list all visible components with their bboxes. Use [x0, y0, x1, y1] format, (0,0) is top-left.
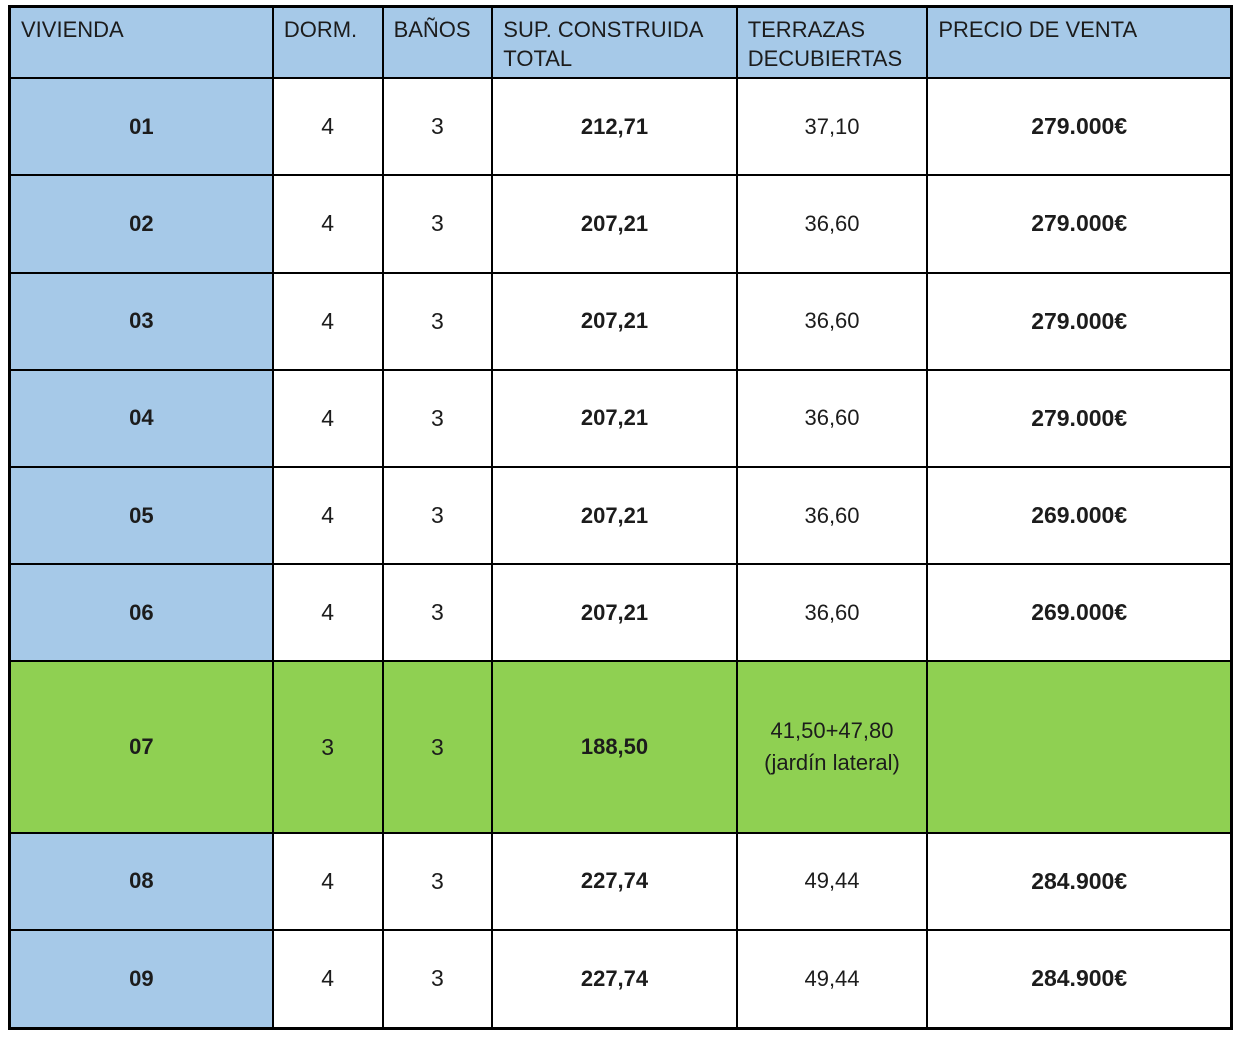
cell-banos: 3: [381, 368, 494, 469]
table-row: 09 4 3 227,74 49,44 284.900€: [8, 928, 1233, 1030]
table-row: 07 3 3 188,50 41,50+47,80 (jardín latera…: [8, 660, 1233, 834]
cell-sup-construida: 207,21: [491, 174, 738, 274]
cell-precio: 269.000€: [926, 465, 1233, 566]
table-row: 05 4 3 207,21 36,60 269.000€: [8, 465, 1233, 566]
cell-dormitorios: 4: [271, 563, 384, 663]
column-header-vivienda: VIVIENDA: [8, 5, 274, 80]
cell-terrazas: 37,10: [735, 77, 929, 177]
cell-dormitorios: 4: [271, 368, 384, 469]
cell-sup-construida: 207,21: [491, 465, 738, 566]
price-table: VIVIENDA DORM. BAÑOS SUP. CONSTRUIDA TOT…: [8, 5, 1233, 1030]
column-header-sup-construida: SUP. CONSTRUIDA TOTAL: [491, 5, 738, 80]
cell-dormitorios: 4: [271, 77, 384, 177]
table-body: 01 4 3 212,71 37,10 279.000€ 02 4 3 207,…: [8, 77, 1233, 1030]
cell-vivienda: 03: [8, 271, 274, 371]
cell-vivienda: 07: [8, 660, 274, 834]
cell-banos: 3: [381, 465, 494, 566]
cell-dormitorios: 4: [271, 465, 384, 566]
cell-banos: 3: [381, 77, 494, 177]
cell-terrazas: 49,44: [735, 928, 929, 1030]
cell-banos: 3: [381, 563, 494, 663]
cell-precio: 269.000€: [926, 563, 1233, 663]
cell-vivienda: 09: [8, 928, 274, 1030]
cell-vivienda: 05: [8, 465, 274, 566]
cell-terrazas: 36,60: [735, 465, 929, 566]
cell-terrazas: 36,60: [735, 174, 929, 274]
column-header-precio: PRECIO DE VENTA: [926, 5, 1233, 80]
cell-dormitorios: 4: [271, 831, 384, 931]
cell-vivienda: 06: [8, 563, 274, 663]
cell-terrazas: 36,60: [735, 563, 929, 663]
cell-vivienda: 02: [8, 174, 274, 274]
cell-terrazas: 41,50+47,80 (jardín lateral): [735, 660, 929, 834]
column-header-banos: BAÑOS: [381, 5, 494, 80]
cell-precio: 284.900€: [926, 831, 1233, 931]
cell-sup-construida: 227,74: [491, 928, 738, 1030]
column-header-terrazas: TERRAZAS DECUBIERTAS: [735, 5, 929, 80]
cell-sup-construida: 227,74: [491, 831, 738, 931]
cell-dormitorios: 4: [271, 174, 384, 274]
cell-dormitorios: 3: [271, 660, 384, 834]
table-row: 08 4 3 227,74 49,44 284.900€: [8, 831, 1233, 931]
header-row: VIVIENDA DORM. BAÑOS SUP. CONSTRUIDA TOT…: [8, 5, 1233, 80]
cell-precio: 279.000€: [926, 174, 1233, 274]
cell-vivienda: 08: [8, 831, 274, 931]
cell-precio: 279.000€: [926, 77, 1233, 177]
cell-banos: 3: [381, 928, 494, 1030]
cell-dormitorios: 4: [271, 928, 384, 1030]
cell-banos: 3: [381, 271, 494, 371]
cell-precio: 284.900€: [926, 928, 1233, 1030]
cell-sup-construida: 207,21: [491, 368, 738, 469]
cell-terrazas: 49,44: [735, 831, 929, 931]
table-row: 01 4 3 212,71 37,10 279.000€: [8, 77, 1233, 177]
table-row: 03 4 3 207,21 36,60 279.000€: [8, 271, 1233, 371]
column-header-dorm: DORM.: [271, 5, 384, 80]
cell-vivienda: 01: [8, 77, 274, 177]
cell-terrazas: 36,60: [735, 368, 929, 469]
table-row: 02 4 3 207,21 36,60 279.000€: [8, 174, 1233, 274]
cell-dormitorios: 4: [271, 271, 384, 371]
cell-banos: 3: [381, 174, 494, 274]
table-row: 06 4 3 207,21 36,60 269.000€: [8, 563, 1233, 663]
cell-banos: 3: [381, 660, 494, 834]
cell-terrazas: 36,60: [735, 271, 929, 371]
cell-vivienda: 04: [8, 368, 274, 469]
cell-sup-construida: 188,50: [491, 660, 738, 834]
cell-precio: [926, 660, 1233, 834]
table-row: 04 4 3 207,21 36,60 279.000€: [8, 368, 1233, 469]
cell-banos: 3: [381, 831, 494, 931]
cell-sup-construida: 212,71: [491, 77, 738, 177]
cell-sup-construida: 207,21: [491, 563, 738, 663]
cell-sup-construida: 207,21: [491, 271, 738, 371]
cell-precio: 279.000€: [926, 368, 1233, 469]
cell-precio: 279.000€: [926, 271, 1233, 371]
